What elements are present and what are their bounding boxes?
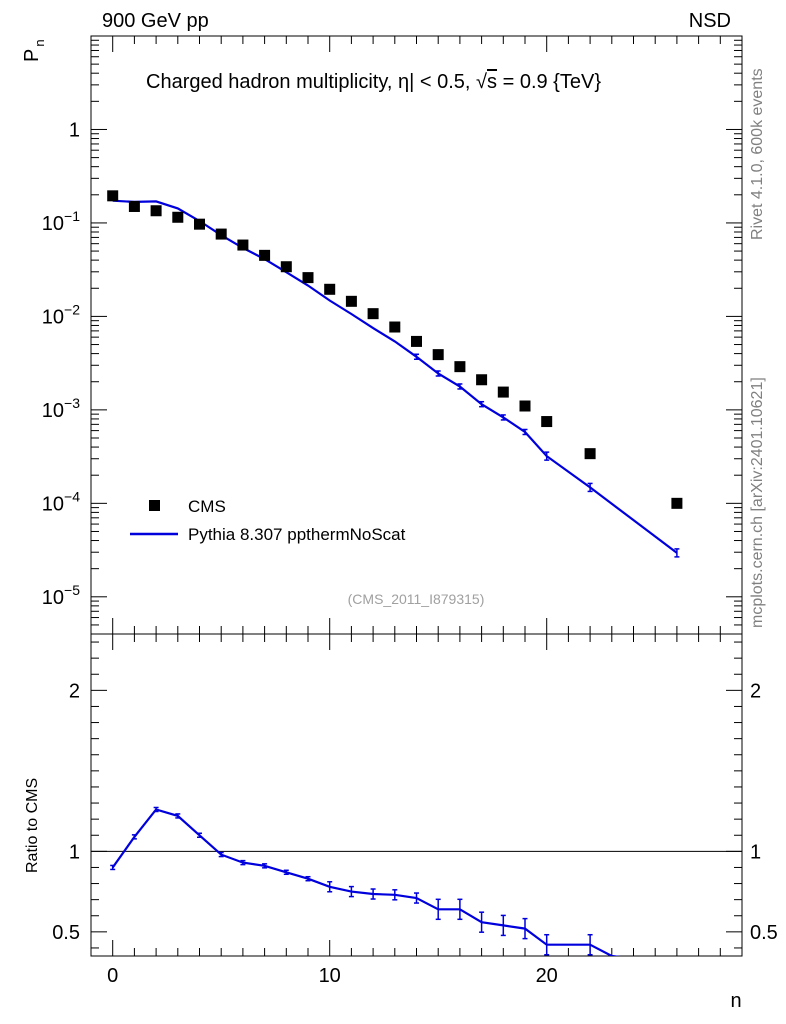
- title-sqrt: √: [476, 71, 487, 93]
- tick-label-base: 1: [69, 119, 80, 141]
- side-label-rivet: Rivet 4.1.0, 600k events: [749, 68, 766, 240]
- cms-data-point: [194, 218, 205, 230]
- main-y-tick-label: 10−1: [42, 208, 80, 235]
- tick-label-base: 10: [42, 493, 64, 515]
- legend-mc-label: Pythia 8.307 ppthermNoScat: [188, 525, 406, 544]
- mc-main-line: [112, 199, 678, 554]
- cms-data-point: [237, 239, 249, 251]
- ratio-ylabel: Ratio to CMS: [24, 778, 41, 873]
- tick-label-exponent: −4: [64, 488, 80, 504]
- tick-label-exponent: −1: [64, 208, 80, 224]
- x-tick-label: 20: [536, 965, 558, 987]
- x-axis-label: n: [730, 990, 741, 1012]
- main-y-tick-labels: 110−110−210−310−410−5: [42, 119, 80, 608]
- ratio-y-tick-label-right: 0.5: [750, 922, 778, 944]
- cms-data-point: [302, 272, 314, 284]
- cms-data-point: [280, 261, 292, 273]
- title-energy: = 0.9 {TeV}: [503, 71, 602, 93]
- cms-data-point: [345, 295, 357, 307]
- cms-data-point: [411, 335, 422, 347]
- chart-title: Charged hadron multiplicity, η| < 0.5, √…: [146, 71, 601, 93]
- header-right-label: NSD: [689, 10, 731, 32]
- title-prefix: Charged hadron multiplicity,: [146, 71, 392, 93]
- tick-label-exponent: −3: [64, 395, 80, 411]
- title-cut: | < 0.5,: [409, 71, 470, 93]
- analysis-watermark: (CMS_2011_I879315): [348, 591, 485, 607]
- cms-data-point: [128, 200, 140, 212]
- ratio-y-tick-labels: 0.5 0.5 1 1 2 2: [52, 680, 778, 944]
- legend-cms-marker: [149, 500, 160, 511]
- main-y-tick-label: 10−5: [42, 582, 80, 609]
- main-y-tick-label: 10−3: [42, 395, 80, 422]
- cms-data-point: [497, 386, 509, 398]
- main-ylabel-subscript: n: [32, 39, 47, 46]
- ratio-y-tick-label-left: 1: [69, 841, 80, 863]
- side-label-mcplots: mcplots.cern.ch [arXiv:2401.10621]: [749, 377, 766, 628]
- x-tick-label: 10: [319, 965, 341, 987]
- main-ylabel-symbol: P: [21, 49, 43, 62]
- header-left-label: 900 GeV pp: [102, 10, 209, 32]
- ratio-plot-area: [110, 806, 621, 956]
- ratio-x-tick-labels: 0 10 20: [107, 965, 558, 987]
- title-s: s: [487, 71, 497, 93]
- main-y-tick-label: 1: [69, 119, 80, 141]
- main-y-tick-label: 10−4: [42, 488, 80, 515]
- tick-label-base: 10: [42, 306, 64, 328]
- tick-label-base: 10: [42, 400, 64, 422]
- ratio-y-ticks: [91, 641, 742, 949]
- ratio-y-tick-label-left: 0.5: [52, 922, 80, 944]
- cms-data-series: [107, 190, 683, 509]
- cms-data-point: [476, 374, 488, 386]
- ratio-y-tick-label-left: 2: [69, 680, 80, 702]
- tick-label-exponent: −5: [64, 582, 80, 598]
- title-eta: η: [398, 71, 409, 93]
- cms-data-point: [671, 497, 683, 509]
- cms-data-point: [150, 205, 162, 217]
- tick-label-base: 10: [42, 213, 64, 235]
- cms-data-point: [172, 211, 184, 223]
- ratio-panel-frame: [90, 633, 743, 957]
- tick-label-exponent: −2: [64, 301, 80, 317]
- cms-data-point: [519, 400, 531, 412]
- main-x-ticks: [112, 36, 721, 634]
- cms-data-point: [107, 190, 119, 202]
- ratio-y-tick-label-right: 2: [750, 680, 761, 702]
- main-ylabel: Pn: [21, 39, 47, 62]
- cms-data-point: [454, 361, 466, 373]
- cms-data-point: [324, 283, 336, 295]
- main-y-tick-label: 10−2: [42, 301, 80, 328]
- mc-main-series: [112, 199, 680, 558]
- main-panel-frame: [90, 35, 743, 635]
- cms-data-point: [584, 448, 596, 460]
- cms-data-point: [432, 349, 444, 361]
- x-tick-label: 0: [107, 965, 118, 987]
- cms-data-point: [389, 321, 401, 333]
- ratio-x-ticks: [112, 634, 721, 956]
- main-y-ticks: [91, 35, 742, 635]
- cms-data-point: [541, 416, 553, 428]
- cms-data-point: [367, 308, 379, 320]
- mc-ratio-series: [110, 806, 621, 956]
- legend-cms-label: CMS: [188, 497, 226, 516]
- legend: CMS Pythia 8.307 ppthermNoScat: [130, 497, 406, 544]
- cms-data-point: [215, 228, 227, 240]
- tick-label-base: 10: [42, 587, 64, 609]
- ratio-y-tick-label-right: 1: [750, 841, 761, 863]
- cms-data-point: [259, 249, 271, 261]
